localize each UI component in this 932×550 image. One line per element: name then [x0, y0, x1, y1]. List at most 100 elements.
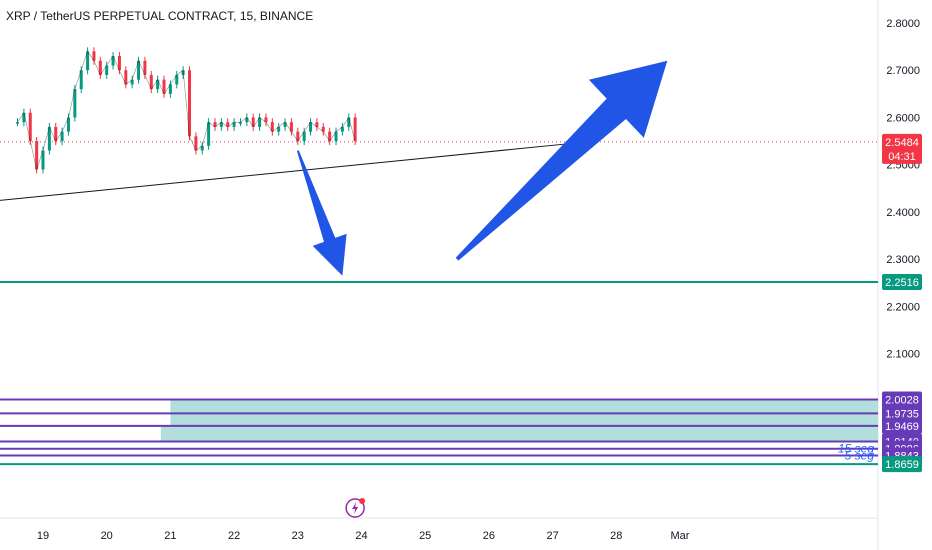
price-candle-38	[258, 117, 262, 127]
price-candle-24	[168, 84, 172, 94]
lightning-icon	[352, 502, 359, 514]
price-candle-11	[86, 51, 90, 71]
price-candle-16	[117, 56, 121, 71]
event-marker[interactable]	[345, 498, 366, 518]
price-candle-52	[347, 117, 351, 127]
price-candle-14	[105, 65, 109, 75]
price-candle-4	[41, 150, 45, 170]
price-candle-6	[54, 126, 58, 142]
x-tick-label-7: 26	[483, 530, 495, 542]
price-candle-34	[232, 122, 236, 127]
price-candle-47	[315, 122, 319, 127]
price-candle-36	[245, 117, 249, 123]
price-candle-44	[296, 131, 300, 142]
level-badge-label-3: 1.9469	[885, 421, 919, 433]
price-candle-43	[289, 122, 293, 132]
price-axis[interactable]: 2.80002.70002.60002.50002.40002.30002.20…	[886, 18, 920, 361]
price-badges: 2.25162.00281.97351.94691.91401.89861.88…	[882, 133, 922, 473]
price-candle-28	[194, 136, 198, 151]
price-candle-39	[264, 117, 268, 123]
level-badge-label-0: 2.2516	[885, 277, 919, 289]
price-candle-48	[321, 126, 325, 132]
price-candle-29	[200, 145, 204, 151]
price-candle-49	[328, 131, 332, 142]
price-candle-22	[156, 79, 160, 90]
trendline-layer[interactable]	[0, 141, 878, 203]
price-candle-33	[226, 122, 230, 127]
x-tick-label-3: 22	[228, 530, 240, 542]
level-badge-7	[882, 456, 922, 473]
zone-1	[170, 413, 878, 426]
price-candle-37	[251, 117, 255, 127]
time-axis[interactable]: 19 20 21 22 23 24 25 26 27 28 Mar	[37, 530, 690, 542]
y-tick-label-4: 2.4000	[886, 207, 920, 219]
price-candle-21	[149, 74, 153, 90]
price-candle-13	[98, 60, 102, 75]
price-candle-8	[66, 117, 70, 132]
y-tick-label-0: 2.8000	[886, 18, 920, 30]
x-tick-label-8: 27	[546, 530, 558, 542]
level-badge-label-7: 1.8659	[885, 459, 919, 471]
price-candle-0	[16, 122, 20, 124]
y-tick-label-7: 2.1000	[886, 349, 920, 361]
zone-0	[170, 399, 878, 414]
price-candle-30	[207, 122, 211, 146]
price-candle-17	[124, 70, 128, 85]
price-candle-25	[175, 74, 179, 85]
price-candle-40	[270, 122, 274, 132]
y-tick-label-5: 2.3000	[886, 254, 920, 266]
x-tick-label-9: 28	[610, 530, 622, 542]
last-price-badge	[882, 133, 922, 164]
price-candle-45	[302, 131, 306, 142]
price-candle-3	[35, 141, 39, 170]
level-badge-3	[882, 417, 922, 434]
countdown-label: 04:31	[888, 151, 916, 163]
chart-title: XRP / TetherUS PERPETUAL CONTRACT, 15, B…	[6, 9, 314, 23]
price-candle-15	[111, 56, 115, 66]
price-candle-46	[309, 122, 313, 132]
arrow-down	[296, 150, 347, 276]
x-tick-label-0: 19	[37, 530, 49, 542]
price-candle-23	[162, 79, 166, 94]
price-series	[16, 47, 357, 174]
level-badge-0	[882, 274, 922, 291]
event-dot	[359, 498, 366, 504]
level-badge-label-1: 2.0028	[885, 395, 919, 407]
x-tick-label-4: 23	[292, 530, 304, 542]
annotation-1: 5 seg	[845, 448, 875, 462]
price-candle-10	[79, 70, 83, 90]
price-candle-41	[277, 126, 281, 132]
level-badge-label-2: 1.9735	[885, 408, 919, 420]
price-path	[17, 50, 356, 171]
price-candle-20	[143, 60, 147, 75]
x-tick-label-2: 21	[164, 530, 176, 542]
arrows-layer[interactable]	[296, 60, 668, 276]
price-candle-42	[283, 122, 287, 127]
price-candle-12	[92, 51, 96, 61]
y-tick-label-6: 2.2000	[886, 301, 920, 313]
level-badge-1	[882, 391, 922, 408]
price-candle-27	[188, 70, 192, 137]
price-candle-53	[353, 117, 357, 142]
price-candle-9	[73, 89, 77, 118]
price-candle-51	[340, 126, 344, 132]
zones-layer	[160, 399, 879, 442]
price-candle-18	[130, 79, 134, 85]
last-price-label: 2.5484	[885, 137, 919, 149]
price-candle-31	[213, 122, 217, 127]
price-candle-19	[137, 60, 141, 80]
x-tick-label-10: Mar	[671, 530, 690, 542]
price-candle-5	[47, 126, 51, 151]
price-candle-7	[60, 131, 64, 142]
arrow-up	[455, 60, 668, 261]
price-candle-1	[22, 112, 26, 123]
zone-2	[160, 425, 879, 442]
x-tick-label-6: 25	[419, 530, 431, 542]
y-tick-label-1: 2.7000	[886, 65, 920, 77]
trendline	[0, 142, 572, 201]
price-candle-35	[238, 122, 242, 124]
price-candle-2	[28, 112, 32, 142]
price-candle-50	[334, 131, 338, 142]
